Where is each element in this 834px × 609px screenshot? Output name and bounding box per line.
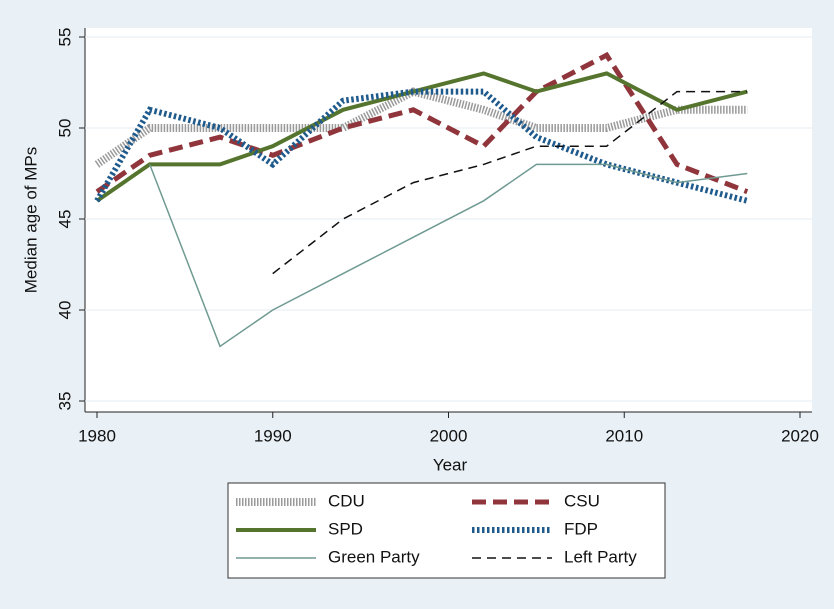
x-tick-label: 1990	[254, 426, 292, 445]
legend-label: Green Party	[328, 547, 420, 566]
x-tick-label: 2020	[781, 426, 819, 445]
y-tick-label: 35	[55, 392, 74, 411]
y-tick-label: 45	[55, 210, 74, 229]
x-axis-label: Year	[433, 455, 468, 474]
legend-label: FDP	[564, 519, 598, 538]
line-series	[272, 90, 748, 275]
x-tick-label: 1980	[78, 426, 116, 445]
plot-area	[85, 28, 812, 412]
y-axis-label: Median age of MPs	[21, 147, 40, 293]
y-tick-label: 40	[55, 301, 74, 320]
line-series	[95, 51, 749, 195]
y-tick-label: 50	[55, 119, 74, 138]
legend-label: CDU	[328, 491, 365, 510]
legend-label: Left Party	[564, 547, 637, 566]
x-tick-label: 2000	[430, 426, 468, 445]
y-tick-label: 55	[55, 28, 74, 47]
legend-label: CSU	[564, 491, 600, 510]
x-tick-label: 2010	[605, 426, 643, 445]
legend-label: SPD	[328, 519, 363, 538]
line-series	[149, 163, 748, 348]
line-series	[95, 71, 748, 203]
